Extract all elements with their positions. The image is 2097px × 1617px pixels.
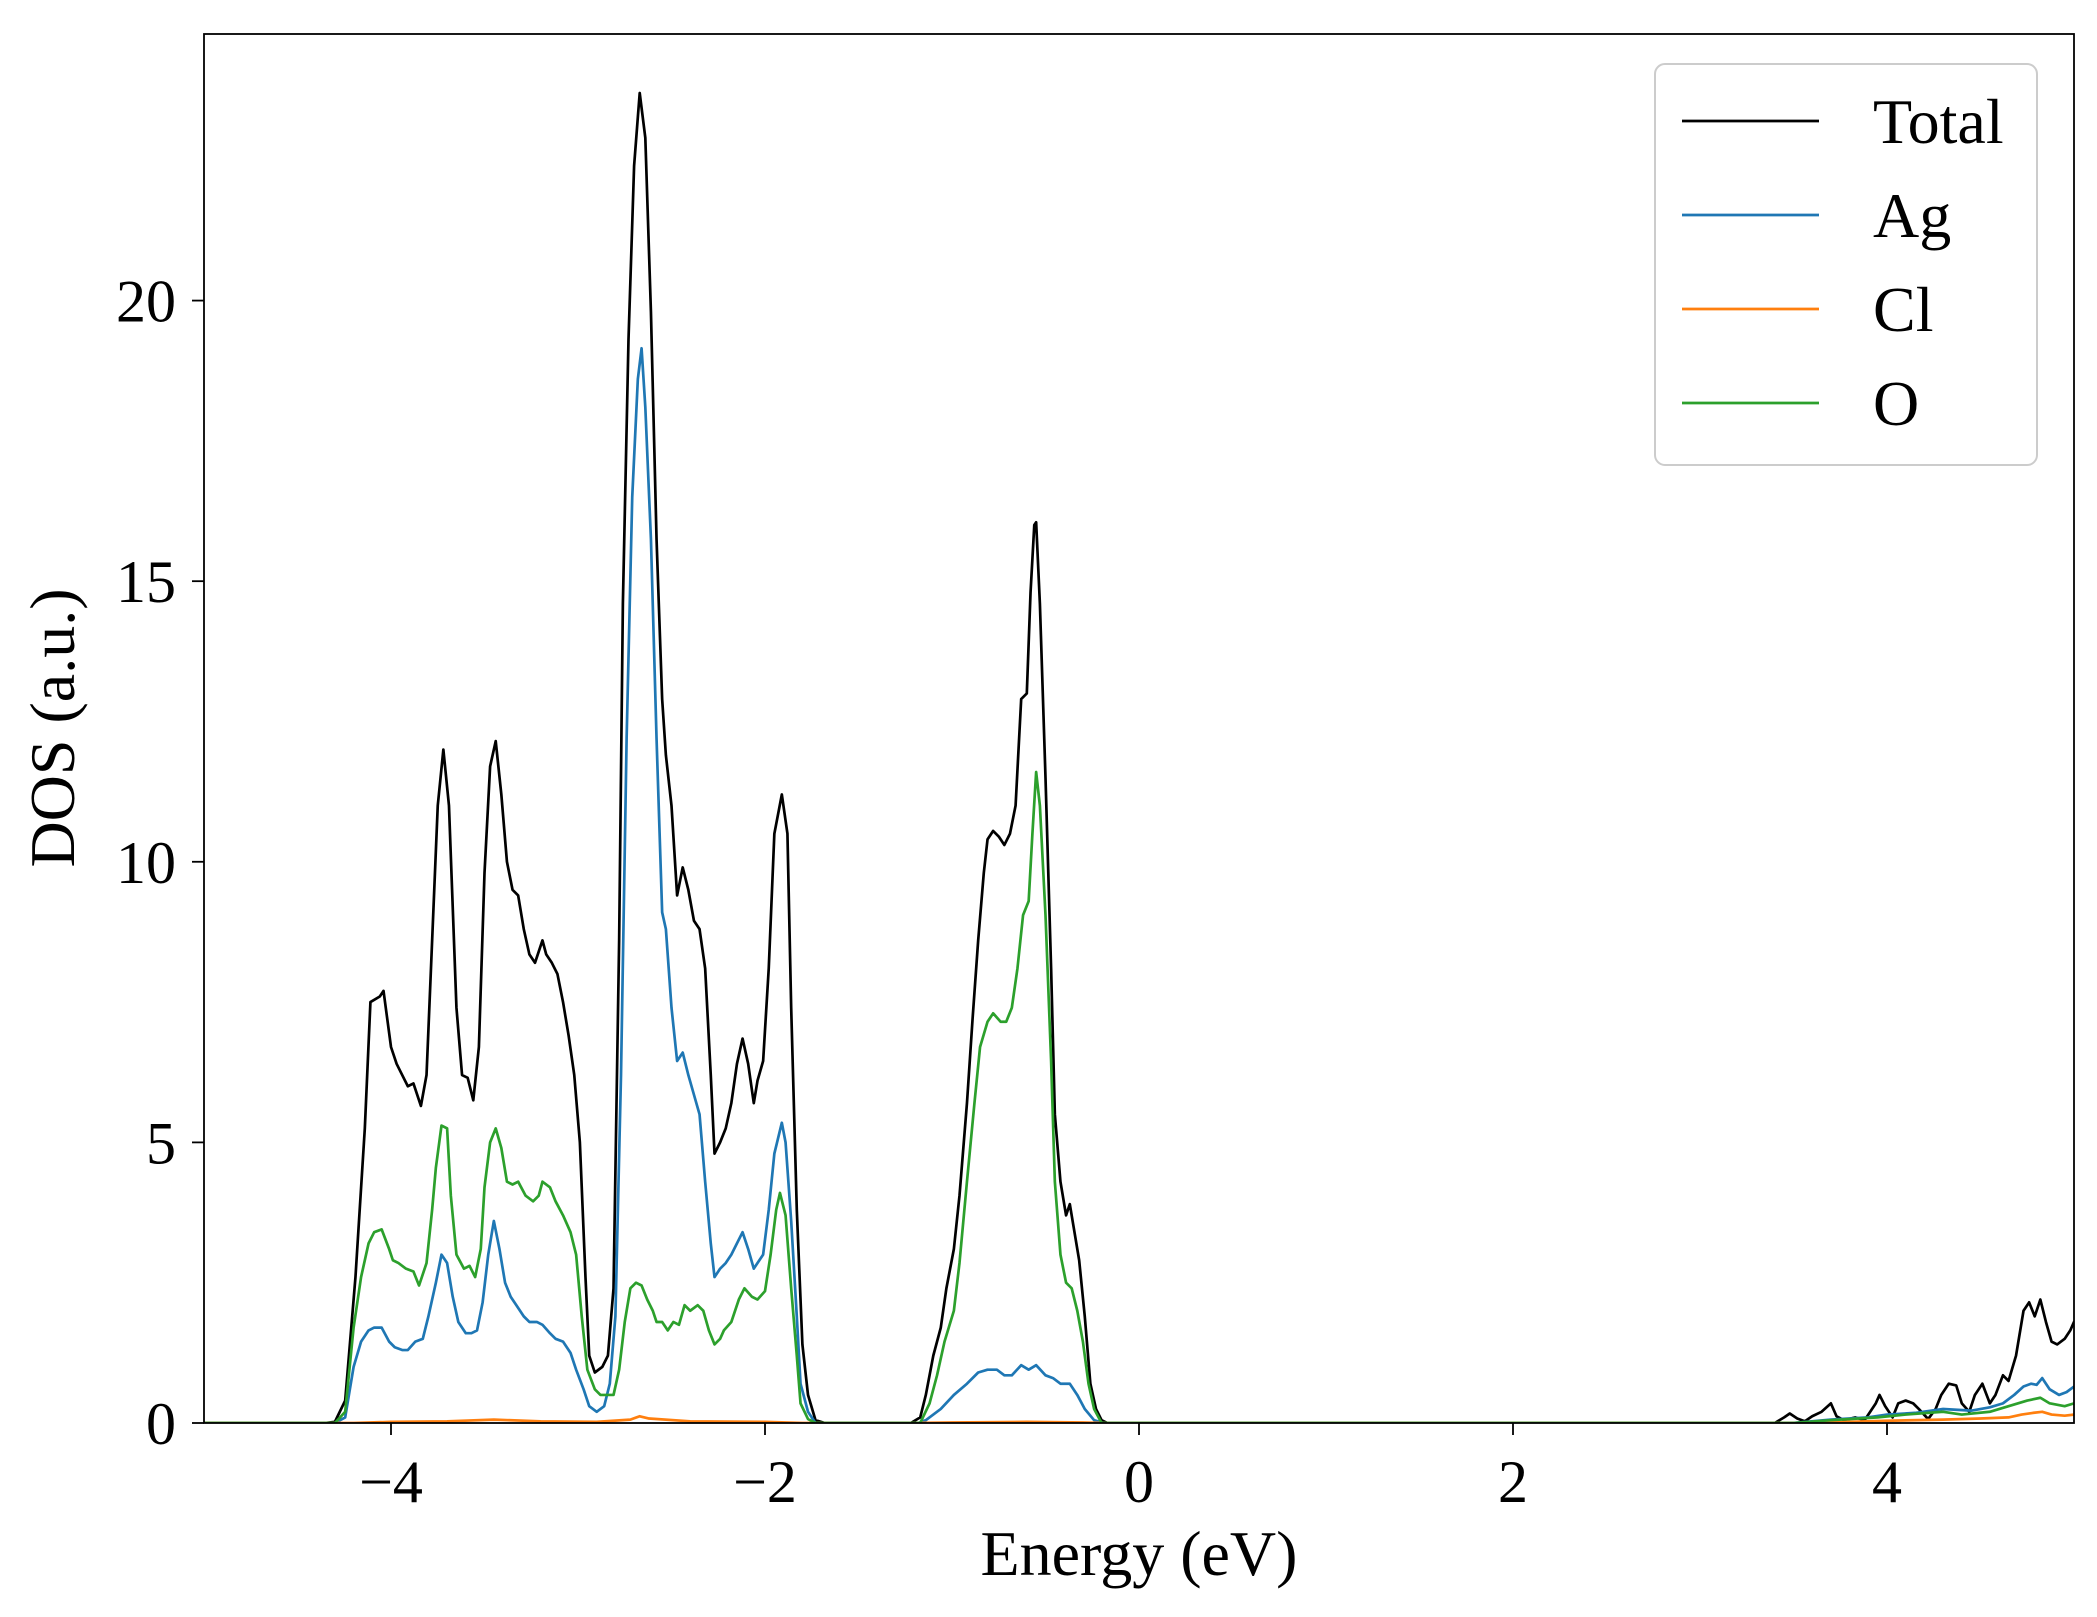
x-tick-label: 2 xyxy=(1498,1449,1528,1515)
x-tick-label: −4 xyxy=(359,1449,423,1515)
x-tick-label: 4 xyxy=(1872,1449,1902,1515)
x-axis: −4 −2 0 2 4 xyxy=(359,1423,1902,1515)
y-axis-label: DOS (a.u.) xyxy=(17,588,88,867)
legend-label: Ag xyxy=(1873,180,1951,251)
x-tick-label: 0 xyxy=(1124,1449,1154,1515)
y-tick-label: 5 xyxy=(146,1110,176,1176)
legend-entry-cl: Cl xyxy=(1682,274,1933,345)
legend-label: O xyxy=(1873,368,1919,439)
y-tick-label: 10 xyxy=(116,830,176,896)
series-line-ag xyxy=(204,346,2074,1423)
y-axis: 0 5 10 15 20 xyxy=(116,269,204,1457)
legend: Total Ag Cl O xyxy=(1654,63,2038,466)
x-tick-label: −2 xyxy=(733,1449,797,1515)
legend-entry-o: O xyxy=(1682,368,1919,439)
y-tick-label: 20 xyxy=(116,269,176,335)
legend-label: Cl xyxy=(1873,274,1933,345)
legend-entry-total: Total xyxy=(1682,86,2004,157)
x-axis-label: Energy (eV) xyxy=(981,1518,1298,1589)
legend-label: Total xyxy=(1873,86,2004,157)
legend-frame xyxy=(1654,63,2038,466)
series-line-o xyxy=(204,770,2074,1423)
y-tick-label: 15 xyxy=(116,549,176,615)
legend-entry-ag: Ag xyxy=(1682,180,1951,251)
y-tick-label: 0 xyxy=(146,1391,176,1457)
